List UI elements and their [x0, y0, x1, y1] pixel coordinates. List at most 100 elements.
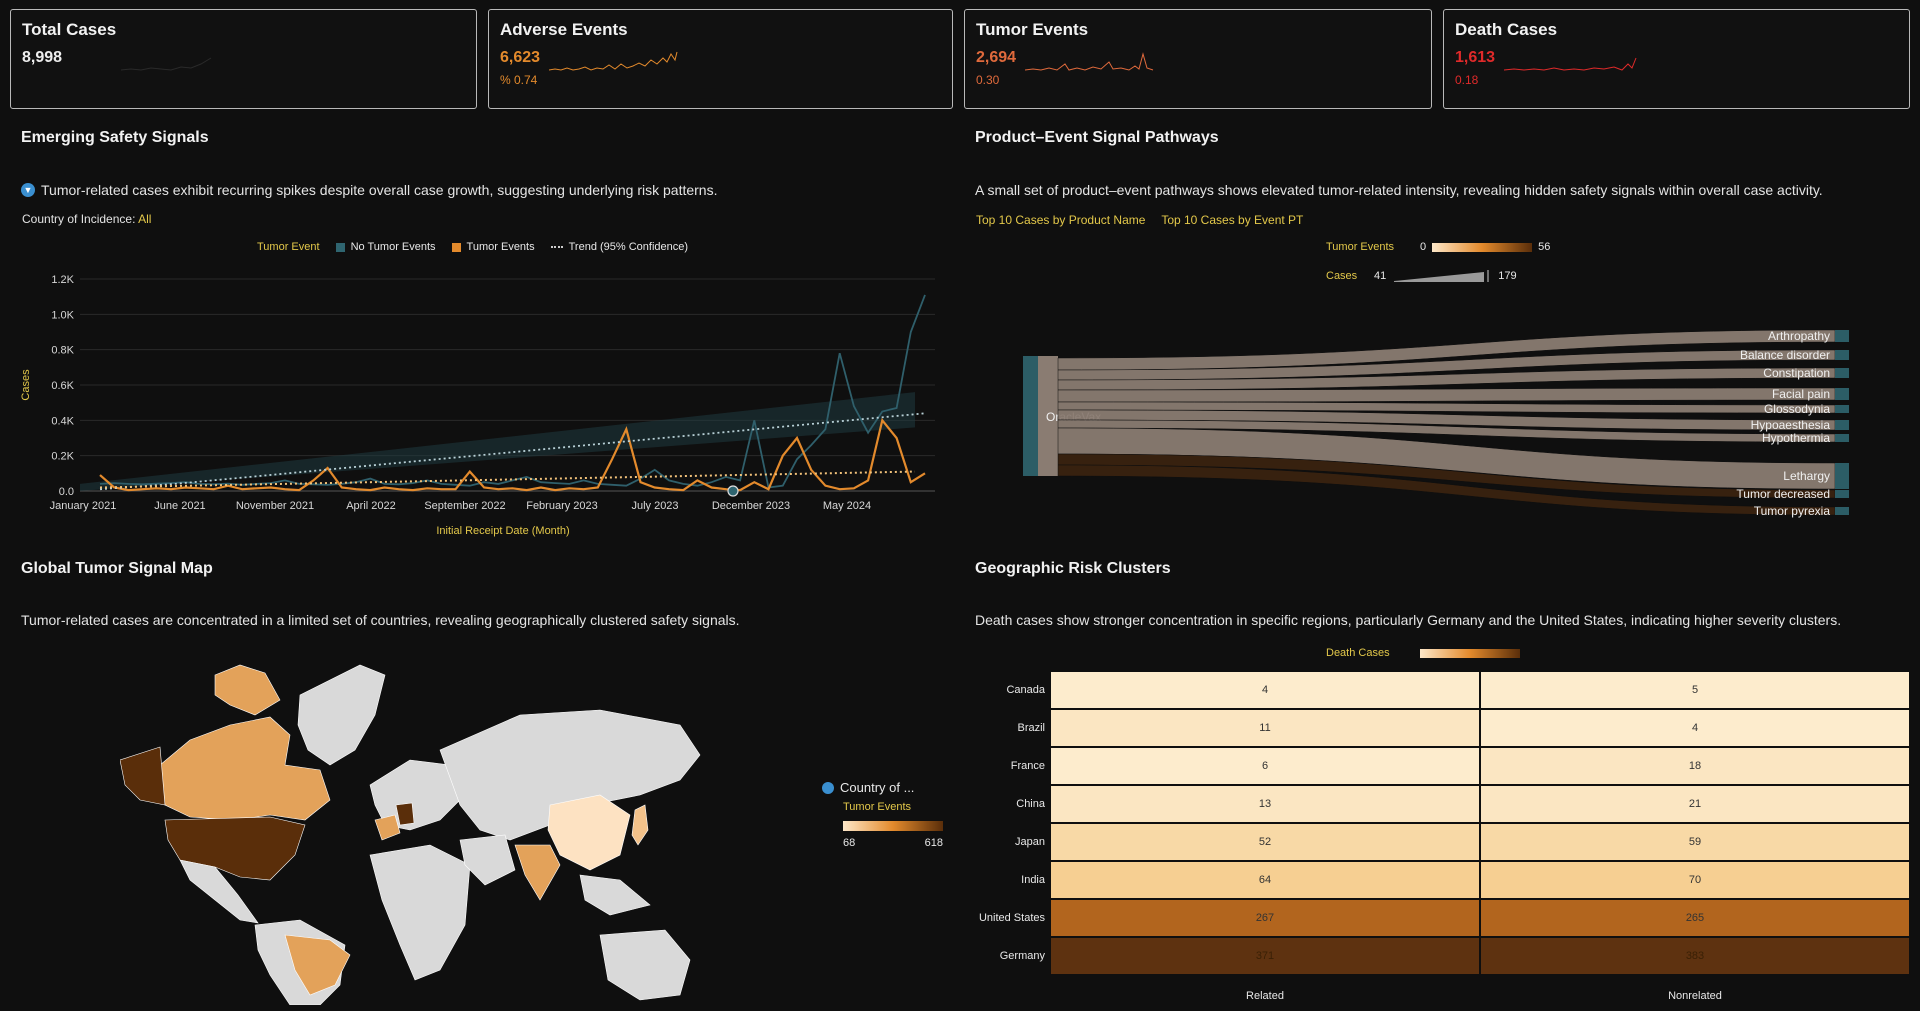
heatmap-row-label: Brazil	[1017, 722, 1045, 734]
cases-legend-max: 179	[1498, 270, 1517, 282]
heatmap-cell[interactable]: 267	[1051, 900, 1479, 936]
series-line-trend-95-confidence-[interactable]	[99, 412, 926, 491]
sankey-target-node[interactable]	[1835, 330, 1849, 342]
map-europe[interactable]	[369, 759, 466, 831]
map-country-united-states[interactable]	[164, 816, 306, 881]
map-country-germany[interactable]	[395, 802, 415, 826]
legend-swatch-trend	[550, 246, 563, 248]
map-southeast-asia[interactable]	[579, 874, 651, 916]
sankey-target-node[interactable]	[1835, 490, 1849, 498]
kpi-title: Tumor Events	[976, 20, 1089, 39]
kpi-sub: 0.18	[1455, 73, 1479, 87]
heatmap-column-label: Nonrelated	[1668, 990, 1722, 1002]
x-tick-label: April 2022	[346, 500, 396, 512]
x-tick-label: December 2023	[712, 500, 790, 512]
emerging-legend: Tumor Event No Tumor Events Tumor Events…	[257, 241, 688, 253]
filter-icon[interactable]: ▼	[21, 183, 35, 197]
tab-top-cases-event[interactable]: Top 10 Cases by Event PT	[1161, 213, 1304, 227]
kpi-card-adverse-events[interactable]: Adverse Events 6,623 % 0.74	[488, 9, 953, 109]
legend-item-trend[interactable]: Trend (95% Confidence)	[568, 241, 689, 253]
sparkline	[1025, 52, 1154, 71]
legend-item-tumor[interactable]: Tumor Events	[466, 241, 535, 253]
heatmap-cell[interactable]: 4	[1481, 710, 1909, 746]
heatmap-cell[interactable]: 4	[1051, 672, 1479, 708]
y-tick-label: 0.0	[59, 486, 74, 498]
emerging-line-chart[interactable]: 0.0 0.2K 0.4K 0.6K 0.8K 1.0K 1.2K Cases January …	[15, 265, 945, 540]
map-country-china[interactable]	[547, 794, 631, 871]
map-country-alaska[interactable]	[120, 746, 166, 806]
heatmap-cell[interactable]: 383	[1481, 938, 1909, 974]
legend-swatch-no-tumor	[335, 242, 345, 252]
kpi-value: 6,623	[500, 49, 541, 66]
world-map[interactable]	[120, 655, 710, 1005]
sankey-target-node[interactable]	[1835, 434, 1849, 442]
tumor-legend-max: 56	[1538, 241, 1551, 253]
x-tick-label: June 2021	[154, 500, 205, 512]
kpi-sub: 0.30	[976, 73, 1000, 87]
map-country-mexico[interactable]	[179, 859, 259, 924]
kpi-card-death-cases[interactable]: Death Cases 1,613 0.18	[1443, 9, 1910, 109]
heatmap-cell[interactable]: 11	[1051, 710, 1479, 746]
kpi-sub: % 0.74	[500, 73, 538, 87]
x-tick-label: February 2023	[526, 500, 598, 512]
heatmap-cell[interactable]: 5	[1481, 672, 1909, 708]
cases-legend-wedge	[1394, 270, 1489, 282]
map-australia[interactable]	[599, 929, 691, 1001]
sparkline	[549, 51, 678, 71]
sankey-target-node[interactable]	[1835, 350, 1849, 360]
heatmap-cell[interactable]: 70	[1481, 862, 1909, 898]
heatmap-cell[interactable]: 371	[1051, 938, 1479, 974]
heatmap-cell[interactable]: 64	[1051, 862, 1479, 898]
country-filter: Country of Incidence: All	[22, 212, 151, 226]
country-filter-value[interactable]: All	[138, 212, 152, 226]
heatmap-cell[interactable]: 13	[1051, 786, 1479, 822]
map-country-india[interactable]	[514, 844, 561, 901]
heatmap-cell[interactable]: 21	[1481, 786, 1909, 822]
sparkline	[121, 57, 212, 71]
sankey-source-node[interactable]	[1023, 356, 1038, 476]
map-canada-islands[interactable]	[214, 664, 281, 716]
heatmap-cell[interactable]: 59	[1481, 824, 1909, 860]
sankey-diagram[interactable]: OracleVaxArthropathyBalance disorderCons…	[1020, 320, 1880, 520]
tumor-legend-min: 0	[1420, 241, 1427, 253]
map-asia[interactable]	[439, 709, 701, 841]
map-country-brazil[interactable]	[284, 934, 351, 996]
legend-item-no-tumor[interactable]: No Tumor Events	[350, 241, 436, 253]
series-line-no-tumor-events[interactable]	[99, 294, 926, 489]
sankey-target-label: Lethargy	[1783, 469, 1830, 483]
heatmap-cell[interactable]: 52	[1051, 824, 1479, 860]
sankey-link[interactable]	[1057, 387, 1836, 403]
death-heatmap[interactable]: Canada 4 5 Brazil 11 4 France 6 18 China 13 21 Japan…	[975, 672, 1910, 1008]
sankey-target-node[interactable]	[1835, 507, 1849, 515]
tumor-legend-label: Tumor Events	[1326, 241, 1395, 253]
cases-legend: Cases 41 179	[1326, 269, 1517, 283]
map-legend-title: Country of ...	[840, 780, 915, 795]
series-line-tumor-events[interactable]	[99, 417, 926, 492]
map-country-greenland[interactable]	[297, 664, 386, 766]
x-axis-label: Initial Receipt Date (Month)	[436, 525, 569, 537]
globe-icon	[822, 781, 834, 794]
map-country-japan[interactable]	[631, 804, 649, 846]
kpi-card-tumor-events[interactable]: Tumor Events 2,694 0.30	[964, 9, 1432, 109]
heatmap-row-label: Japan	[1015, 836, 1045, 848]
sankey-target-node[interactable]	[1835, 368, 1849, 378]
heatmap-cell[interactable]: 265	[1481, 900, 1909, 936]
death-legend-gradient	[1420, 648, 1520, 658]
sankey-target-node[interactable]	[1835, 463, 1849, 489]
sankey-target-node[interactable]	[1835, 388, 1849, 400]
heatmap-cell[interactable]: 18	[1481, 748, 1909, 784]
pathways-tabs: Top 10 Cases by Product Name Top 10 Case…	[976, 211, 1315, 227]
map-country-france[interactable]	[374, 814, 401, 841]
heatmap-cell[interactable]: 6	[1051, 748, 1479, 784]
time-slider-handle[interactable]	[727, 485, 739, 497]
kpi-card-total-cases[interactable]: Total Cases 8,998	[10, 9, 477, 109]
country-filter-label: Country of Incidence:	[22, 212, 136, 226]
heatmap-row-label: United States	[978, 912, 1045, 924]
map-country-canada[interactable]	[159, 716, 331, 821]
emerging-description-row: ▼ Tumor-related cases exhibit recurring …	[21, 182, 717, 198]
map-africa[interactable]	[369, 844, 471, 981]
map-middle-east[interactable]	[459, 834, 516, 886]
sankey-target-node[interactable]	[1835, 405, 1849, 413]
sankey-target-node[interactable]	[1835, 420, 1849, 430]
tab-top-cases-product[interactable]: Top 10 Cases by Product Name	[976, 213, 1146, 227]
